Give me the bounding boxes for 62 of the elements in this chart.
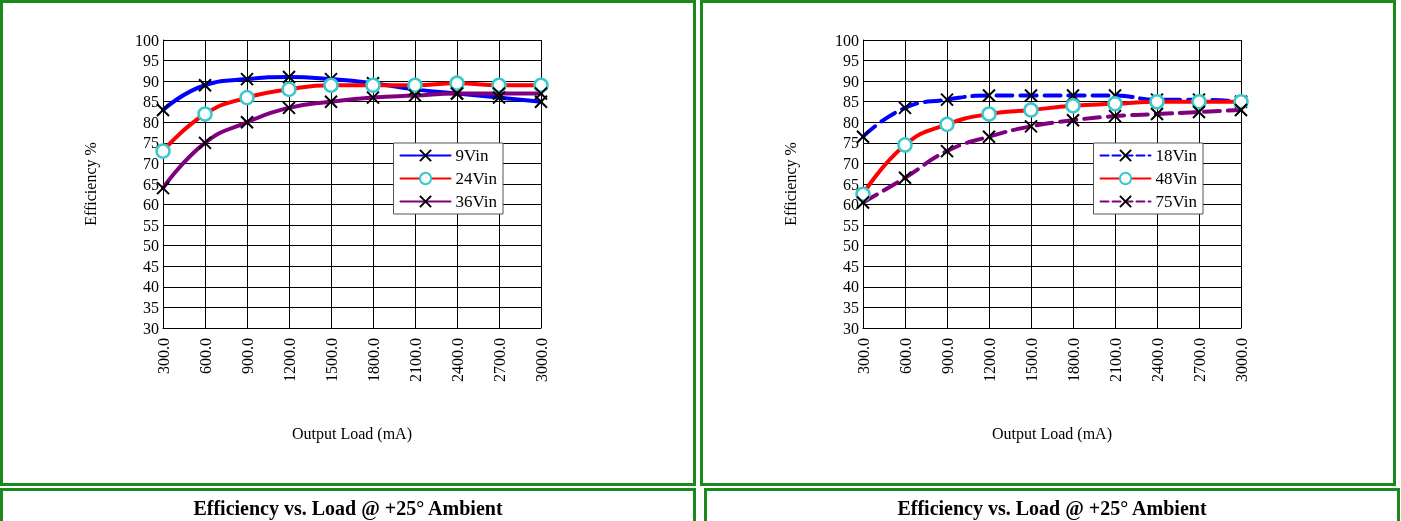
x-tick-label: 600.0: [196, 338, 214, 374]
y-tick-label: 85: [143, 93, 159, 111]
x-tick-label: 1200.0: [280, 338, 298, 382]
y-tick-label: 60: [843, 196, 859, 214]
x-tick-label: 2400.0: [448, 338, 466, 382]
x-axis-title: Output Load (mA): [992, 424, 1112, 443]
y-tick-label: 80: [143, 113, 159, 131]
x-tick-label: 2100.0: [406, 338, 424, 382]
x-axis-title: Output Load (mA): [292, 424, 412, 443]
x-tick-label: 2700.0: [1190, 338, 1208, 382]
x-tick-label: 3000.0: [532, 338, 550, 382]
x-tick-label: 1800.0: [364, 338, 382, 382]
y-tick-label: 35: [143, 298, 159, 316]
y-tick-label: 65: [143, 175, 159, 193]
y-tick-label: 50: [143, 237, 159, 255]
y-tick-label: 75: [843, 134, 859, 152]
x-tick-label: 2700.0: [490, 338, 508, 382]
y-tick-label: 95: [843, 52, 859, 70]
x-tick-label: 2400.0: [1148, 338, 1166, 382]
y-tick-label: 100: [135, 31, 159, 49]
y-tick-label: 30: [843, 319, 859, 337]
y-tick-label: 50: [843, 237, 859, 255]
y-tick-label: 40: [143, 278, 159, 296]
y-tick-label: 95: [143, 52, 159, 70]
text: Efficiency vs. Load @ +25° Ambient: [0, 488, 696, 521]
y-tick-label: 35: [843, 298, 859, 316]
y-tick-label: 55: [143, 216, 159, 234]
y-tick-label: 80: [843, 113, 859, 131]
x-tick-label: 300.0: [154, 338, 172, 374]
x-tick-label: 1500.0: [322, 338, 340, 382]
y-axis-title: Efficiency %: [81, 142, 100, 226]
x-tick-label: 600.0: [896, 338, 914, 374]
x-tick-label: 900.0: [938, 338, 956, 374]
x-tick-label: 2100.0: [1106, 338, 1124, 382]
x-tick-label: 300.0: [854, 338, 872, 374]
text: Efficiency vs. Load @ +25° Ambient: [704, 488, 1400, 521]
x-tick-label: 1500.0: [1022, 338, 1040, 382]
y-tick-label: 30: [143, 319, 159, 337]
y-tick-label: 75: [143, 134, 159, 152]
legend-label: 75Vin: [1155, 192, 1198, 211]
x-tick-label: 1200.0: [980, 338, 998, 382]
y-tick-label: 60: [143, 196, 159, 214]
y-tick-label: 45: [843, 257, 859, 275]
legend-label: 24Vin: [455, 169, 498, 188]
y-tick-label: 90: [843, 72, 859, 90]
legend-label: 18Vin: [1155, 146, 1198, 165]
y-tick-label: 70: [843, 154, 859, 172]
y-tick-label: 70: [143, 154, 159, 172]
y-tick-label: 45: [143, 257, 159, 275]
legend-label: 9Vin: [455, 146, 489, 165]
y-tick-label: 100: [835, 31, 859, 49]
legend-label: 36Vin: [455, 192, 498, 211]
x-tick-label: 3000.0: [1232, 338, 1250, 382]
y-tick-label: 55: [843, 216, 859, 234]
legend-label: 48Vin: [1155, 169, 1198, 188]
y-tick-label: 40: [843, 278, 859, 296]
x-tick-label: 900.0: [238, 338, 256, 374]
y-axis-title: Efficiency %: [781, 142, 800, 226]
x-tick-label: 1800.0: [1064, 338, 1082, 382]
y-tick-label: 65: [843, 175, 859, 193]
y-tick-label: 90: [143, 72, 159, 90]
y-tick-label: 85: [843, 93, 859, 111]
